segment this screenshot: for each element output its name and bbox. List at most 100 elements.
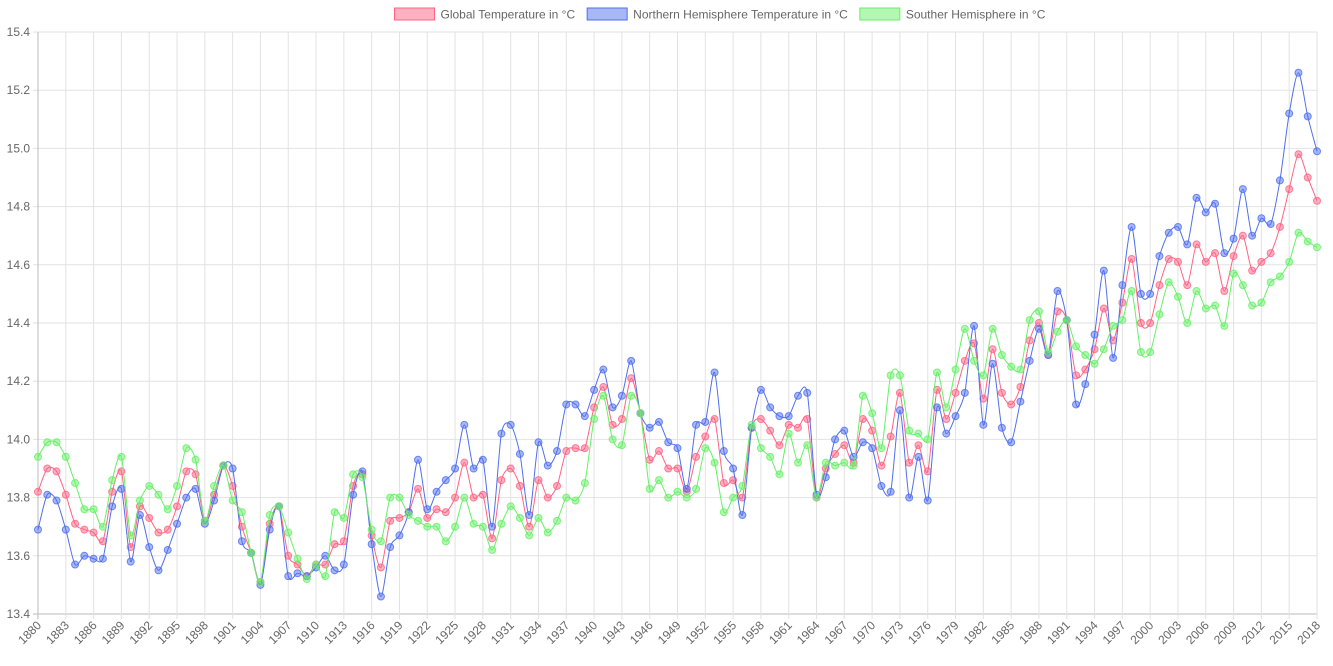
data-point: [1155, 252, 1164, 261]
data-point: [636, 409, 645, 418]
data-point: [441, 508, 450, 517]
data-point: [89, 554, 98, 563]
data-point: [460, 458, 469, 467]
data-point: [1275, 222, 1284, 231]
data-point: [339, 560, 348, 569]
data-point: [488, 522, 497, 531]
series-lines: [34, 68, 1321, 601]
data-point: [1025, 356, 1034, 365]
data-point: [775, 470, 784, 479]
data-point: [1025, 316, 1034, 325]
data-point: [1183, 281, 1192, 290]
data-point: [719, 479, 728, 488]
data-point: [478, 455, 487, 464]
data-point: [1266, 249, 1275, 258]
data-point: [1294, 228, 1303, 237]
y-tick-label: 15.0: [7, 141, 31, 155]
data-point: [451, 464, 460, 473]
data-point: [1164, 228, 1173, 237]
data-point: [849, 452, 858, 461]
data-point: [701, 444, 710, 453]
data-point: [682, 484, 691, 493]
data-point: [997, 388, 1006, 397]
data-point: [599, 365, 608, 374]
data-point: [627, 391, 636, 400]
data-point: [1016, 397, 1025, 406]
x-tick-label: 1916: [349, 618, 378, 647]
data-point: [1220, 321, 1229, 330]
data-point: [1303, 237, 1312, 246]
data-point: [247, 548, 256, 557]
data-point: [1034, 324, 1043, 333]
data-point: [1183, 240, 1192, 249]
data-point: [1303, 173, 1312, 182]
x-tick-label: 1922: [405, 618, 434, 647]
data-point: [960, 324, 969, 333]
x-tick-label: 1901: [210, 618, 239, 647]
data-point: [923, 496, 932, 505]
data-point: [868, 409, 877, 418]
data-point: [43, 438, 52, 447]
data-point: [979, 420, 988, 429]
data-point: [52, 467, 61, 476]
data-point: [432, 487, 441, 496]
data-point: [886, 487, 895, 496]
data-point: [1062, 316, 1071, 325]
data-point: [1303, 112, 1312, 121]
x-tick-label: 2015: [1267, 618, 1296, 647]
x-tick-label: 1976: [905, 618, 934, 647]
x-tick-label: 1886: [71, 618, 100, 647]
data-point: [34, 525, 42, 534]
legend-item: Northern Hemisphere Temperature in °C: [586, 7, 848, 22]
data-point: [404, 511, 413, 520]
data-point: [1053, 327, 1062, 336]
data-point: [43, 490, 52, 499]
data-point: [1238, 185, 1247, 194]
data-point: [1081, 351, 1090, 360]
data-point: [1109, 321, 1118, 330]
data-point: [997, 351, 1006, 360]
data-point: [423, 522, 432, 531]
y-tick-label: 14.4: [7, 316, 31, 330]
data-point: [664, 464, 673, 473]
data-point: [923, 435, 932, 444]
y-tick-label: 13.8: [7, 491, 31, 505]
data-point: [719, 447, 728, 456]
data-point: [654, 476, 663, 485]
x-tick-label: 1979: [933, 618, 962, 647]
data-point: [34, 452, 42, 461]
data-point: [617, 391, 626, 400]
data-point: [284, 551, 293, 560]
x-tick-label: 1985: [988, 618, 1017, 647]
data-point: [1146, 289, 1155, 298]
data-point: [877, 481, 886, 490]
data-point: [738, 481, 747, 490]
data-point: [756, 415, 765, 424]
data-point: [497, 519, 506, 528]
data-point: [979, 371, 988, 380]
y-tick-label: 13.6: [7, 549, 31, 563]
data-point: [1044, 348, 1053, 357]
data-point: [432, 505, 441, 514]
data-point: [515, 481, 524, 490]
data-point: [738, 493, 747, 502]
data-point: [237, 537, 246, 546]
data-point: [664, 438, 673, 447]
data-point: [840, 441, 849, 450]
data-point: [960, 356, 969, 365]
data-point: [432, 522, 441, 531]
data-point: [784, 429, 793, 438]
data-point: [515, 513, 524, 522]
data-point: [590, 415, 599, 424]
data-point: [1146, 319, 1155, 327]
data-point: [1192, 286, 1201, 295]
data-point: [413, 484, 422, 493]
legend-label: Souther Hemisphere in °C: [906, 8, 1046, 22]
data-point: [580, 479, 589, 488]
data-point: [590, 403, 599, 412]
data-point: [812, 493, 821, 502]
data-point: [478, 522, 487, 531]
data-point: [803, 415, 812, 424]
data-point: [488, 534, 497, 543]
data-point: [173, 481, 182, 490]
